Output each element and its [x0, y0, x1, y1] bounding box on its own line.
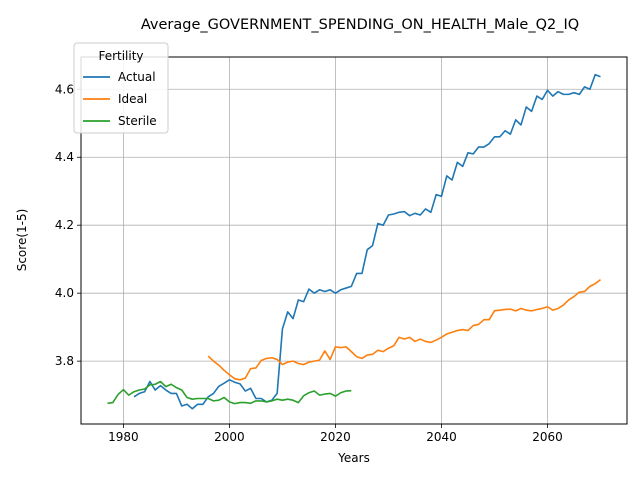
- plot-frame: [80, 56, 628, 425]
- y-tick-label-3: 4.4: [55, 150, 74, 164]
- y-axis: 3.8 4.0 4.2 4.4 4.6: [55, 82, 81, 368]
- y-tick-label-1: 4.0: [55, 286, 74, 300]
- legend-label-sterile: Sterile: [118, 114, 157, 128]
- y-tick-label-2: 4.2: [55, 218, 74, 232]
- series-line-actual: [133, 73, 601, 410]
- x-tick-label-1: 2000: [214, 430, 245, 444]
- x-axis: 1980 2000 2020 2040 2060: [108, 424, 563, 444]
- legend-label-actual: Actual: [118, 70, 156, 84]
- y-axis-label: Score(1-5): [15, 209, 29, 272]
- x-tick-label-4: 2060: [532, 430, 563, 444]
- grid: [81, 57, 627, 424]
- legend-label-ideal: Ideal: [118, 92, 147, 106]
- x-axis-label: Years: [337, 451, 370, 465]
- series-line-ideal: [207, 278, 601, 381]
- legend: Fertility Actual Ideal Sterile: [73, 42, 169, 134]
- x-tick-label-3: 2040: [426, 430, 457, 444]
- legend-box: [73, 42, 169, 134]
- legend-title: Fertility: [98, 49, 143, 63]
- y-tick-label-4: 4.6: [55, 82, 74, 96]
- x-tick-label-2: 2020: [320, 430, 351, 444]
- chart-title: Average_GOVERNMENT_SPENDING_ON_HEALTH_Ma…: [141, 17, 579, 33]
- series-line-sterile: [107, 380, 352, 405]
- y-tick-label-0: 3.8: [55, 354, 74, 368]
- series-layer: [107, 73, 601, 410]
- x-tick-label-0: 1980: [108, 430, 139, 444]
